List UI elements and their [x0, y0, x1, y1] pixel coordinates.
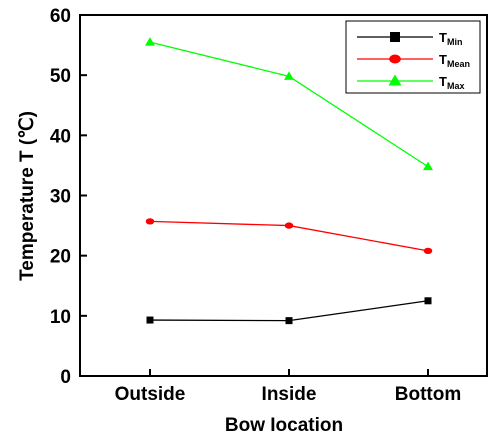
y-tick-label: 30 — [50, 187, 71, 208]
data-point-mean — [284, 222, 294, 229]
legend-label-max: TMax — [439, 74, 464, 91]
y-axis: 0 10 20 30 40 50 60 — [50, 6, 87, 388]
series-layer — [145, 37, 433, 325]
data-point-max — [423, 161, 433, 171]
data-point-mean — [145, 218, 155, 225]
y-tick-label: 20 — [50, 247, 71, 268]
data-point-max — [145, 37, 155, 46]
y-tick-label: 10 — [50, 307, 71, 328]
legend: TMin TMean TMax — [345, 20, 481, 94]
x-tick-label: Bottom — [395, 384, 461, 405]
legend-label-min: TMin — [439, 30, 462, 47]
legend-label-mean: TMean — [439, 52, 470, 69]
y-tick-label: 60 — [50, 6, 71, 27]
data-point-min — [146, 316, 154, 324]
data-point-min — [285, 317, 293, 325]
x-axis-title: Bow Iocation — [225, 415, 343, 436]
legend-marker-max — [388, 74, 402, 86]
plot-frame — [79, 14, 488, 377]
data-point-min — [424, 297, 432, 305]
x-tick-label: Outside — [115, 384, 186, 405]
y-tick-label: 50 — [50, 66, 71, 87]
y-tick-label: 0 — [60, 367, 71, 388]
legend-marker-mean — [389, 54, 401, 64]
legend-marker-min — [390, 32, 400, 42]
x-axis: Outside Inside Bottom — [115, 369, 461, 405]
data-point-mean — [423, 247, 433, 255]
y-axis-title: Temperature T (℃) — [17, 111, 38, 281]
y-tick-label: 40 — [50, 126, 71, 147]
data-point-max — [284, 71, 294, 80]
x-tick-label: Inside — [262, 384, 317, 405]
